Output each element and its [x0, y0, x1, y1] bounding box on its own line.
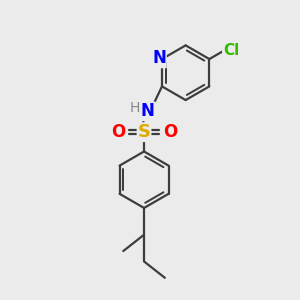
- Text: S: S: [138, 123, 151, 141]
- Text: Cl: Cl: [223, 43, 239, 58]
- Text: H: H: [130, 101, 140, 116]
- Text: O: O: [163, 123, 177, 141]
- Text: N: N: [152, 50, 166, 68]
- Text: O: O: [111, 123, 125, 141]
- Text: N: N: [141, 102, 155, 120]
